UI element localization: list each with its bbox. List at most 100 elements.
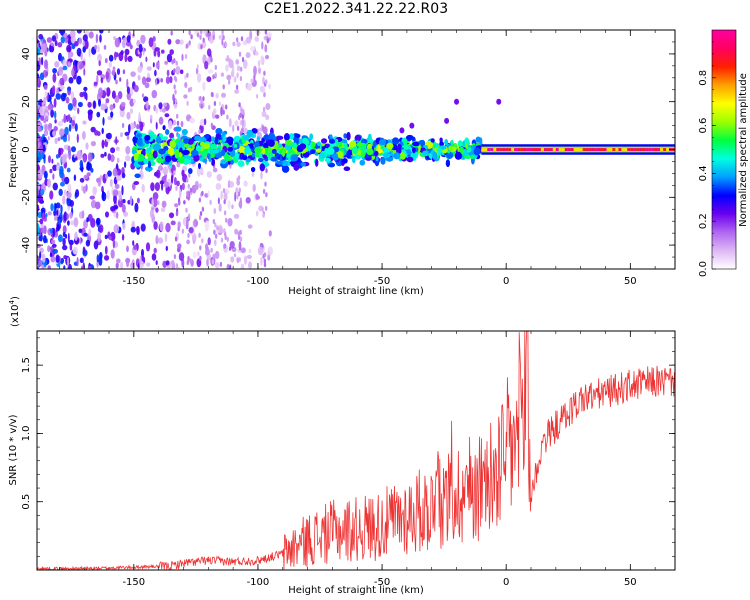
noise-blob xyxy=(129,195,133,206)
carrier-line xyxy=(591,148,595,151)
carrier-line xyxy=(493,148,497,151)
signal-blob xyxy=(245,158,251,163)
noise-blob xyxy=(39,251,42,260)
signal-blob xyxy=(466,146,472,153)
noise-blob xyxy=(116,258,121,264)
noise-blob xyxy=(59,169,64,179)
noise-blob xyxy=(86,217,89,223)
colorbar-tick-label: 0.0 xyxy=(698,261,709,277)
noise-blob xyxy=(73,217,79,228)
noise-blob xyxy=(201,190,204,196)
noise-blob xyxy=(168,120,173,130)
noise-blob xyxy=(248,261,252,269)
noise-blob xyxy=(247,224,253,229)
signal-blob xyxy=(165,129,170,135)
noise-blob xyxy=(66,191,72,199)
signal-blob xyxy=(256,136,261,142)
noise-blob xyxy=(174,89,177,95)
noise-blob xyxy=(263,262,267,268)
signal-blob xyxy=(132,136,139,144)
noise-blob xyxy=(215,92,219,99)
noise-blob xyxy=(53,126,58,132)
noise-blob xyxy=(132,240,135,246)
noise-blob xyxy=(232,41,236,47)
noise-blob xyxy=(204,60,209,70)
noise-blob xyxy=(158,116,164,125)
noise-blob xyxy=(43,96,47,105)
noise-blob xyxy=(226,74,232,81)
noise-blob xyxy=(124,53,128,63)
noise-blob xyxy=(207,31,212,37)
signal-blob xyxy=(174,149,180,158)
noise-blob xyxy=(264,44,268,53)
colorbar xyxy=(712,30,736,269)
carrier-line xyxy=(624,148,628,151)
noise-blob xyxy=(52,85,56,94)
signal-blob xyxy=(316,141,321,146)
signal-blob xyxy=(464,137,470,146)
carrier-line xyxy=(514,148,518,151)
noise-blob xyxy=(245,36,252,44)
noise-blob xyxy=(43,156,46,164)
noise-blob xyxy=(154,182,160,192)
signal-blob xyxy=(134,173,141,179)
noise-blob xyxy=(173,103,178,109)
noise-blob xyxy=(188,30,191,36)
noise-blob xyxy=(59,128,65,137)
noise-blob xyxy=(200,44,203,50)
noise-blob xyxy=(261,111,267,118)
noise-blob xyxy=(47,136,50,141)
signal-blob xyxy=(315,158,319,167)
noise-blob xyxy=(262,76,265,85)
noise-blob xyxy=(74,40,79,47)
signal-blob xyxy=(187,138,194,145)
chart-title: C2E1.2022.341.22.22.R03 xyxy=(263,1,449,17)
carrier-line xyxy=(526,148,530,151)
signal-blob xyxy=(343,133,348,139)
noise-blob xyxy=(42,144,46,152)
signal-blob xyxy=(299,143,307,150)
noise-blob xyxy=(173,84,176,90)
noise-blob xyxy=(248,248,252,254)
noise-blob xyxy=(58,66,64,76)
noise-blob xyxy=(67,133,70,142)
carrier-line xyxy=(549,148,553,151)
noise-blob xyxy=(189,86,193,92)
noise-blob xyxy=(63,113,67,124)
noise-blob xyxy=(114,37,121,48)
noise-blob xyxy=(202,81,206,92)
noise-blob xyxy=(67,232,70,243)
noise-blob xyxy=(234,228,239,235)
noise-blob xyxy=(243,255,248,265)
noise-blob xyxy=(115,262,119,269)
noise-blob xyxy=(126,35,131,43)
noise-blob xyxy=(126,86,130,94)
noise-blob xyxy=(47,245,51,253)
carrier-line xyxy=(576,148,580,151)
noise-blob xyxy=(268,230,272,237)
noise-blob xyxy=(161,108,166,113)
noise-blob xyxy=(37,122,43,127)
signal-blob xyxy=(450,139,454,146)
noise-blob xyxy=(155,79,158,86)
noise-blob xyxy=(40,232,43,242)
noise-blob xyxy=(173,170,176,176)
noise-blob xyxy=(265,114,270,121)
noise-blob xyxy=(163,181,169,188)
noise-blob xyxy=(134,202,139,213)
noise-blob xyxy=(66,213,69,220)
noise-blob xyxy=(268,83,271,90)
noise-blob xyxy=(263,92,266,98)
signal-blob xyxy=(195,145,202,152)
noise-blob xyxy=(184,82,188,88)
noise-blob xyxy=(114,95,120,103)
noise-blob xyxy=(189,187,193,193)
noise-blob xyxy=(190,34,193,40)
noise-blob xyxy=(49,228,54,234)
carrier-line xyxy=(660,148,664,151)
noise-blob xyxy=(139,255,142,266)
signal-blob xyxy=(271,148,277,154)
noise-blob xyxy=(58,218,61,226)
signal-blob xyxy=(164,155,172,163)
noise-blob xyxy=(157,50,161,58)
